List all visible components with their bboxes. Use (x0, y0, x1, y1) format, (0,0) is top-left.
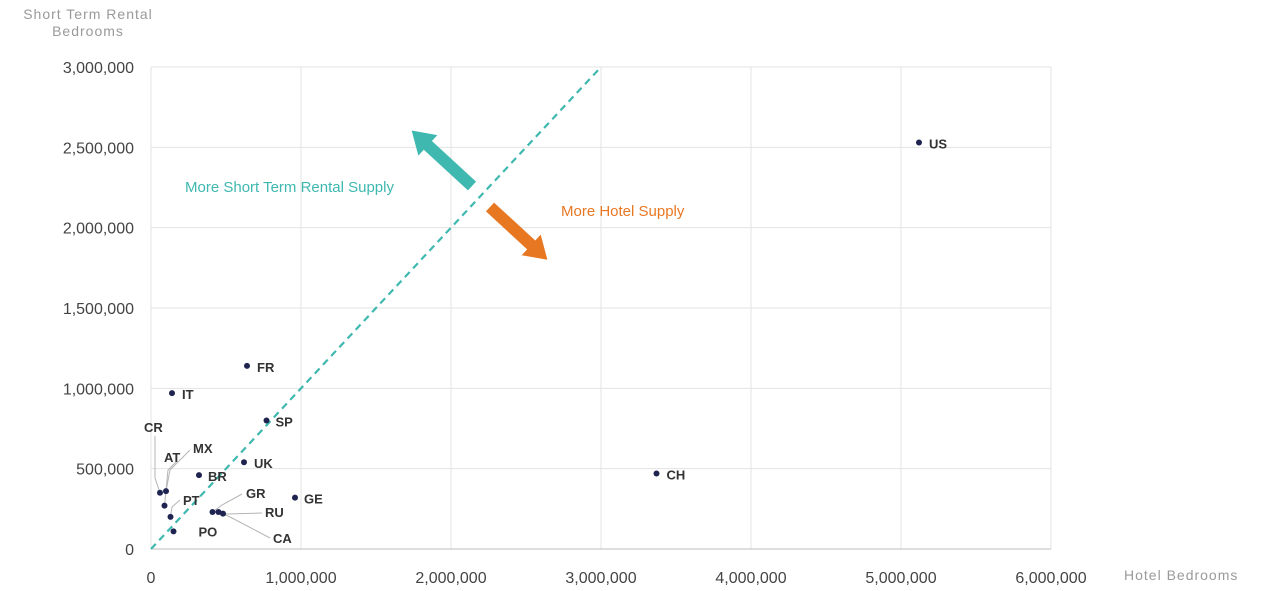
data-label-ca: CA (273, 531, 292, 546)
x-tick-label: 2,000,000 (415, 570, 486, 587)
data-point-us (916, 139, 922, 146)
data-point-fr (244, 362, 250, 369)
data-point-ge (292, 494, 298, 501)
data-label-fr: FR (257, 360, 275, 375)
data-label-sp: SP (276, 414, 294, 429)
x-tick-label: 1,000,000 (265, 570, 336, 587)
parity-reference-line (150, 66, 602, 550)
data-label-at: AT (164, 450, 180, 465)
data-point-mx (163, 488, 169, 495)
leader-line-mx (165, 449, 191, 492)
y-axis-title-line2: Bedrooms (52, 23, 124, 39)
data-points: US CH FR IT SP UK GE BR CR MX AT PT GR RU CA PO (144, 137, 947, 546)
annotations: More Short Term Rental Supply More Hotel … (185, 179, 685, 220)
data-point-br (196, 472, 202, 479)
leader-line-gr (212, 493, 243, 513)
data-point-at (161, 502, 168, 509)
data-point-gr (209, 509, 216, 516)
x-tick-label: 4,000,000 (715, 570, 786, 587)
data-point-ca (220, 510, 226, 517)
more-str-supply-arrow (411, 130, 477, 191)
grid-lines (150, 66, 1052, 550)
y-axis-title-line1: Short Term Rental (23, 6, 153, 22)
y-tick-label: 3,000,000 (63, 60, 134, 77)
x-axis-title: Hotel Bedrooms (1124, 567, 1239, 583)
direction-arrows (411, 130, 548, 260)
leader-line-ca (222, 513, 271, 539)
data-label-uk: UK (254, 456, 273, 471)
reference-line (150, 66, 602, 550)
data-point-it (169, 390, 175, 397)
more-hotel-supply-arrow (485, 202, 548, 260)
data-point-ch (653, 470, 660, 477)
leader-line-pt (170, 499, 181, 517)
axes: 0 500,000 1,000,000 1,500,000 2,000,000 2,500… (63, 60, 1087, 587)
data-point-pt (167, 513, 174, 520)
data-label-po: PO (199, 524, 218, 539)
x-tick-label: 5,000,000 (865, 570, 936, 587)
data-label-pt: PT (183, 493, 200, 508)
x-tick-label: 3,000,000 (565, 570, 636, 587)
data-label-cr: CR (144, 420, 163, 435)
data-label-gr: GR (246, 486, 266, 501)
data-point-uk (241, 459, 247, 466)
data-label-ru: RU (265, 505, 284, 520)
data-label-br: BR (208, 469, 227, 484)
leader-lines (154, 436, 271, 539)
leader-line-cr (154, 436, 161, 493)
data-point-sp (263, 417, 270, 424)
data-label-it: IT (182, 387, 194, 402)
annotation-hotel-supply: More Hotel Supply (561, 203, 685, 220)
y-tick-label: 500,000 (76, 462, 134, 479)
annotation-str-supply: More Short Term Rental Supply (185, 179, 394, 196)
x-tick-label: 0 (147, 570, 156, 587)
y-axis-title: Short Term Rental Bedrooms (8, 6, 168, 40)
data-label-mx: MX (193, 441, 213, 456)
data-point-ru (215, 509, 222, 516)
x-tick-label: 6,000,000 (1015, 570, 1086, 587)
data-label-us: US (929, 137, 947, 152)
y-tick-label: 0 (125, 542, 134, 559)
y-tick-label: 2,500,000 (63, 140, 134, 157)
y-tick-label: 1,500,000 (63, 301, 134, 318)
data-label-ch: CH (667, 467, 686, 482)
y-tick-label: 1,000,000 (63, 381, 134, 398)
data-label-ge: GE (304, 492, 323, 507)
data-point-po (170, 528, 177, 535)
y-tick-label: 2,000,000 (63, 221, 134, 238)
data-point-cr (157, 489, 163, 496)
